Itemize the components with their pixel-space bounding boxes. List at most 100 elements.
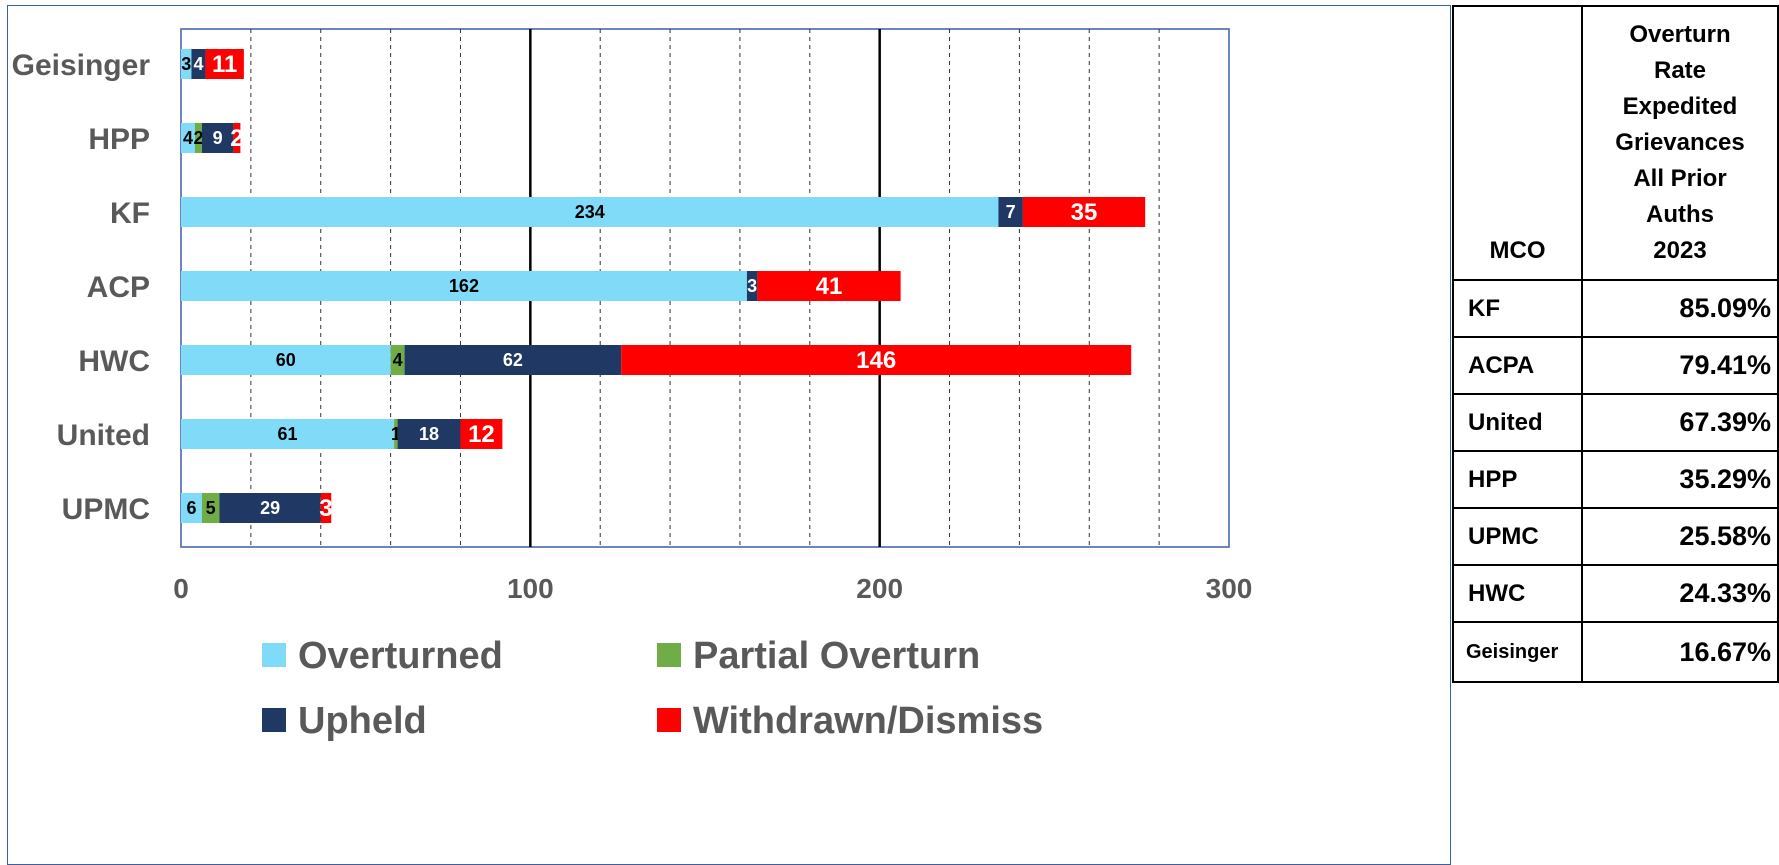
bar-segment [397,419,461,449]
bar-segment [1022,197,1146,227]
bar-segment [998,197,1023,227]
data-label: 2 [193,128,203,148]
data-label: 61 [278,424,298,444]
category-label: UPMC [62,493,150,526]
data-label: 35 [1071,199,1098,226]
data-label: 41 [816,273,843,300]
bar-segment [181,345,391,375]
bar-segment [390,345,405,375]
legend-swatch [262,708,286,732]
data-label: 4 [183,128,193,148]
data-label: 3 [747,276,757,296]
data-label: 29 [260,498,280,518]
mco-name: UPMC [1452,507,1583,566]
mco-name: Geisinger [1452,621,1583,683]
table-row: UPMC 25.58% [1452,507,1779,566]
legend-label: Upheld [298,700,427,742]
x-tick-label: 200 [856,573,903,604]
category-label: United [57,419,150,452]
header-line: Expedited [1622,93,1738,120]
data-label: 12 [468,421,495,448]
data-label: 162 [449,276,479,296]
bar-segment [181,123,195,153]
table-row: KF 85.09% [1452,279,1779,338]
data-label: 7 [1006,202,1016,222]
mco-name: HPP [1452,450,1583,509]
category-label: HPP [88,123,150,156]
bar-segment [201,123,234,153]
table-row: HPP 35.29% [1452,450,1779,509]
data-label: 9 [213,128,223,148]
data-label: 11 [212,51,237,78]
data-label: 4 [393,350,403,370]
header-line: All Prior [1633,165,1727,192]
mco-name: HWC [1452,564,1583,623]
bar-segment [746,271,758,301]
category-label: HWC [78,345,150,378]
bar-segment [404,345,622,375]
legend-label: Overturned [298,635,503,677]
bar-segment [181,271,747,301]
table-header-row: MCO Overturn Rate Expedited Grievances A… [1452,5,1779,281]
overturn-rate: 35.29% [1581,450,1779,509]
overturn-rate: 67.39% [1581,393,1779,452]
mco-name: ACPA [1452,336,1583,395]
data-label: 234 [575,202,605,222]
overturn-rate: 25.58% [1581,507,1779,566]
table-row: HWC 24.33% [1452,564,1779,623]
mco-name: KF [1452,279,1583,338]
table-row: United 67.39% [1452,393,1779,452]
data-label: 5 [206,498,216,518]
overturn-rate-table: MCO Overturn Rate Expedited Grievances A… [1452,5,1779,683]
bar-segment [621,345,1132,375]
bar-segment [394,419,398,449]
table-row: ACPA 79.41% [1452,336,1779,395]
overturn-rate: 16.67% [1581,621,1779,683]
header-line: Grievances [1615,129,1745,156]
mco-name: United [1452,393,1583,452]
bar-segment [757,271,901,301]
legend-label: Partial Overturn [693,635,980,677]
data-label: 3 [319,495,332,522]
bar-segment [205,49,244,79]
header-mco: MCO [1452,5,1583,281]
bar-segment [181,493,202,523]
bar-segment [194,123,202,153]
bar-segment [201,493,220,523]
bar-segment [233,123,241,153]
overturn-rate: 24.33% [1581,564,1779,623]
data-label: 62 [503,350,523,370]
data-label: 4 [193,54,203,74]
bar-segment [191,49,206,79]
x-tick-label: 100 [507,573,554,604]
table-row: Geisinger 16.67% [1452,621,1779,683]
category-label: ACP [87,271,150,304]
x-tick-label: 0 [173,573,189,604]
header-line: Rate [1653,57,1707,84]
bar-segment [460,419,503,449]
header-overturn-rate: Overturn Rate Expedited Grievances All P… [1581,5,1779,281]
data-label: 146 [856,347,896,374]
bar-segment [219,493,321,523]
data-label: 2 [230,125,243,152]
data-label: 3 [181,54,191,74]
data-label: 60 [276,350,296,370]
data-label: 18 [419,424,439,444]
legend-label: Withdrawn/Dismiss [693,700,1043,742]
header-line: Overturn [1629,21,1731,48]
legend-swatch [262,643,286,667]
bar-segment [320,493,332,523]
legend-swatch [657,708,681,732]
legend-swatch [657,643,681,667]
bar-segment [181,419,395,449]
data-label: 1 [391,424,401,444]
category-label: KF [110,197,150,230]
bar-segment [181,197,999,227]
bar-segment [181,49,192,79]
overturn-rate: 79.41% [1581,336,1779,395]
overturn-rate: 85.09% [1581,279,1779,338]
header-line: Auths [1646,201,1714,228]
header-line: 2023 [1653,237,1707,264]
category-label: Geisinger [12,49,151,82]
